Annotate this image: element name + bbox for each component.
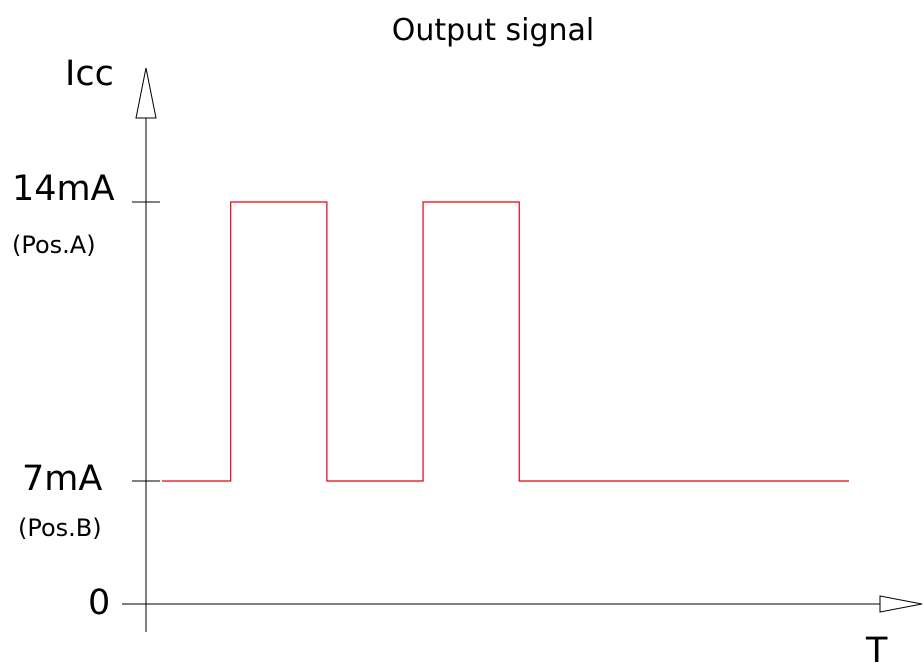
chart-title: Output signal (392, 13, 595, 48)
x-axis-label: T (865, 631, 888, 665)
series-layer (162, 201, 849, 482)
signal-series-0 (162, 201, 849, 482)
y-axis-arrow (135, 67, 157, 119)
axes (122, 67, 923, 632)
tick-label-7mA: 7mA (22, 459, 102, 499)
tick-label-0: 0 (88, 583, 110, 623)
tick-sublabel-posA: (Pos.A) (12, 231, 96, 259)
tick-sublabel-posB: (Pos.B) (18, 514, 102, 542)
x-axis-arrow (879, 595, 923, 613)
tick-label-14mA: 14mA (12, 169, 115, 209)
y-axis-label: Icc (65, 54, 114, 94)
